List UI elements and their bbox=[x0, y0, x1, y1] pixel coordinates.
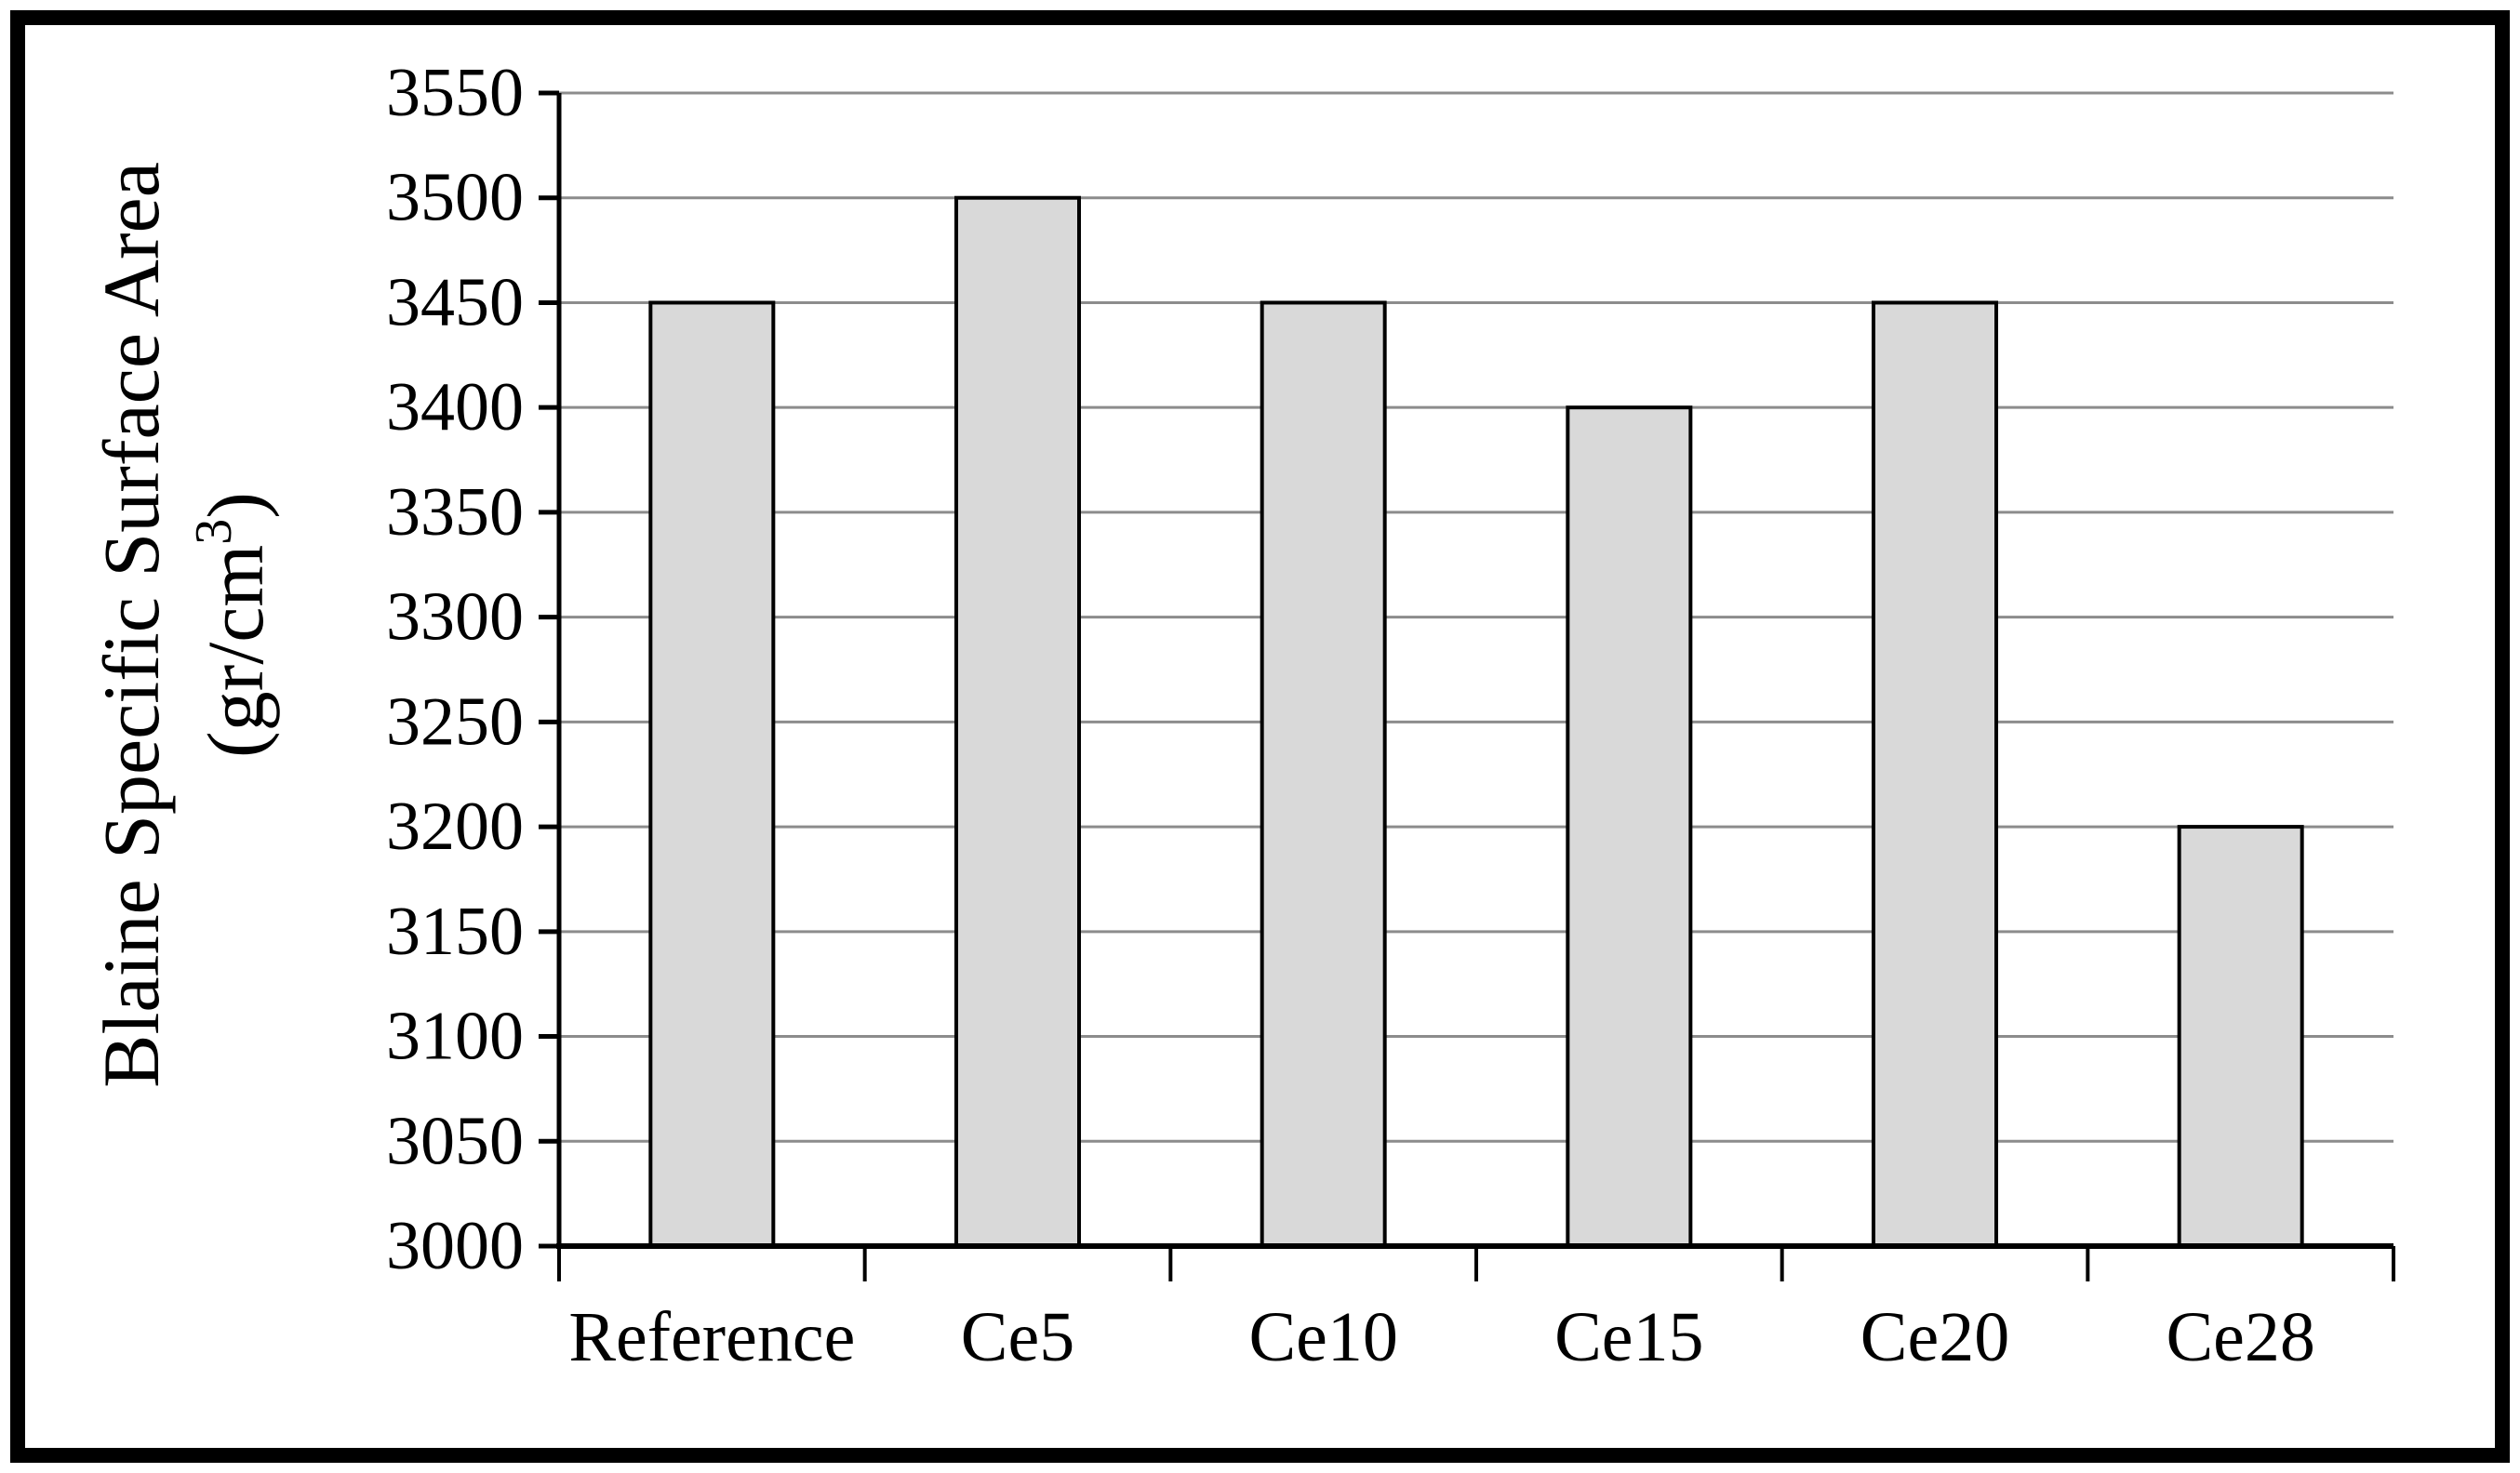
x-category-label-Ce20: Ce20 bbox=[1860, 1298, 2009, 1376]
y-axis-unit-suffix: ) bbox=[191, 492, 280, 519]
y-tick-labels: 3000 3050 3100 3150 3200 3250 3300 3350 3400 3450… bbox=[386, 55, 524, 1284]
bar-Reference bbox=[648, 300, 776, 1249]
y-tick-label-3200: 3200 bbox=[386, 789, 524, 865]
y-tick-label-3400: 3400 bbox=[386, 369, 524, 445]
bar-Ce5 bbox=[954, 195, 1081, 1248]
y-tick-label-3550: 3550 bbox=[386, 55, 524, 131]
x-category-label-Ce15: Ce15 bbox=[1554, 1298, 1703, 1376]
y-axis-title-line1: Blaine Specific Surface Area bbox=[87, 162, 176, 1088]
bar-Ce20 bbox=[1872, 300, 1998, 1249]
x-category-label-Ce10: Ce10 bbox=[1248, 1298, 1397, 1376]
bar-Ce10 bbox=[1260, 300, 1387, 1249]
figure-border bbox=[10, 10, 2510, 1463]
y-axis-title-unit: (gr/cm3) bbox=[185, 492, 280, 758]
x-category-label-Ce5: Ce5 bbox=[961, 1298, 1074, 1376]
y-tick-label-3500: 3500 bbox=[386, 160, 524, 236]
y-tick-label-3100: 3100 bbox=[386, 999, 524, 1075]
y-axis-unit-superscript: 3 bbox=[185, 519, 243, 545]
y-tick-label-3000: 3000 bbox=[386, 1208, 524, 1284]
x-category-label-Reference: Reference bbox=[568, 1298, 855, 1376]
y-tick-label-3450: 3450 bbox=[386, 264, 524, 340]
bar-Ce15 bbox=[1566, 405, 1693, 1248]
y-tick-label-3350: 3350 bbox=[386, 474, 524, 551]
y-tick-label-3050: 3050 bbox=[386, 1103, 524, 1179]
x-category-labels: Reference Ce5 Ce10 Ce15 Ce20 Ce28 bbox=[568, 1298, 2315, 1376]
bar-Ce28 bbox=[2177, 825, 2304, 1248]
y-tick-label-3150: 3150 bbox=[386, 894, 524, 970]
axes bbox=[539, 90, 2395, 1281]
gridlines bbox=[559, 91, 2393, 1143]
y-axis-unit-prefix: (gr/cm bbox=[191, 545, 280, 758]
bars bbox=[648, 195, 2304, 1249]
x-category-label-Ce28: Ce28 bbox=[2166, 1298, 2314, 1376]
y-tick-label-3250: 3250 bbox=[386, 683, 524, 760]
y-tick-label-3300: 3300 bbox=[386, 579, 524, 656]
